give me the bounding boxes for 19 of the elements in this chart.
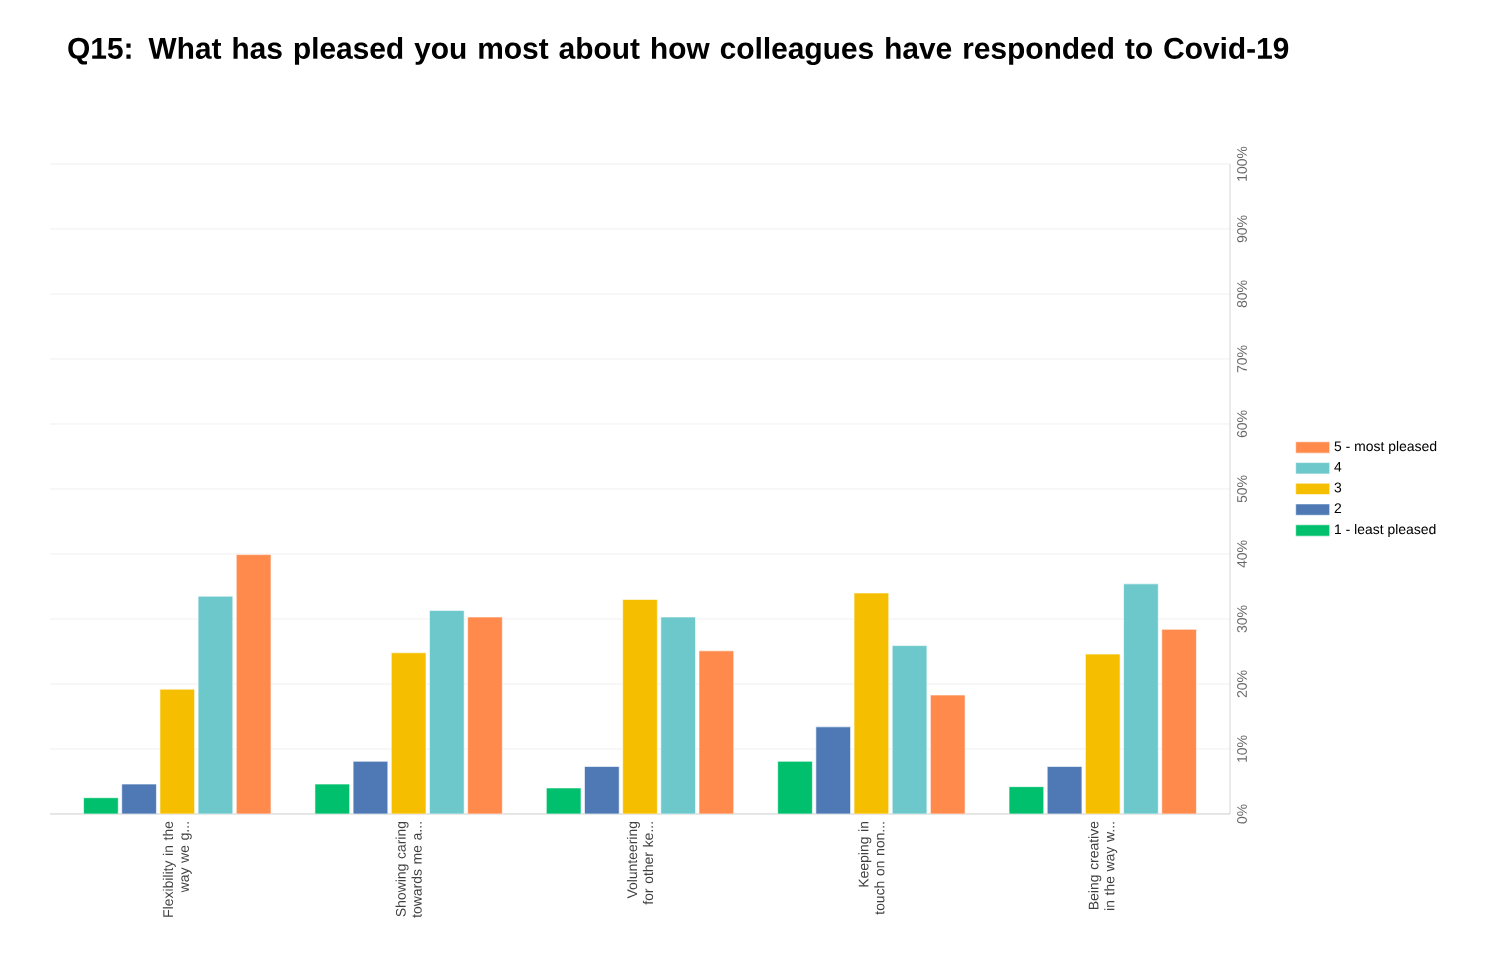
bar [660,616,696,814]
bar [121,783,157,814]
bar [1161,629,1197,814]
bar [777,761,813,814]
bar [352,761,389,814]
bar [815,726,851,814]
bar [83,797,119,814]
bar [584,766,620,814]
bar [235,554,272,814]
bar [1008,786,1045,814]
bar [467,616,503,814]
bar [1046,766,1083,814]
chart-title: Q15: What has pleased you most about how colleagues have responded to Covid-19 [68,37,1289,66]
bar [429,610,465,814]
bar [1123,583,1159,814]
bar [698,650,735,814]
bar [197,595,234,814]
bar [930,694,966,814]
bar [891,645,928,814]
